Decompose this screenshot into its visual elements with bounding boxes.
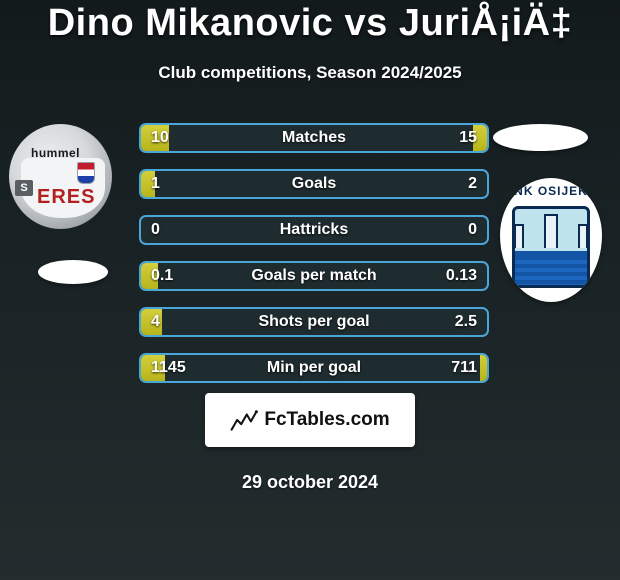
player-left-photo: hummel ERES S xyxy=(9,124,112,229)
stat-value-right: 0 xyxy=(468,217,477,243)
stat-label: Min per goal xyxy=(141,355,487,381)
stat-label: Goals per match xyxy=(141,263,487,289)
shirt-brand-label: hummel xyxy=(31,146,80,160)
stat-value-right: 2 xyxy=(468,171,477,197)
badge-water-icon xyxy=(515,256,587,285)
stat-value-right: 2.5 xyxy=(455,309,477,335)
date-label: 29 october 2024 xyxy=(0,472,620,493)
stat-label: Shots per goal xyxy=(141,309,487,335)
comparison-card: Dino Mikanovic vs JuriÅ¡iÄ‡ Club competi… xyxy=(0,0,620,580)
stat-row: 1Goals2 xyxy=(139,169,489,199)
badge-shield: NK OSIJEK xyxy=(500,178,602,302)
stat-value-right: 15 xyxy=(459,125,477,151)
stat-row: 10Matches15 xyxy=(139,123,489,153)
subtitle: Club competitions, Season 2024/2025 xyxy=(0,63,620,83)
brand-text: FcTables.com xyxy=(264,409,389,431)
brand-box: FcTables.com xyxy=(205,393,415,447)
stat-label: Matches xyxy=(141,125,487,151)
badge-text: NK OSIJEK xyxy=(500,184,602,198)
stat-value-right: 711 xyxy=(451,355,477,381)
shirt-crest-icon xyxy=(77,162,95,184)
player-right-flag-icon xyxy=(493,124,588,151)
photo-tag: S xyxy=(15,180,33,196)
stat-label: Goals xyxy=(141,171,487,197)
stat-label: Hattricks xyxy=(141,217,487,243)
stat-row: 4Shots per goal2.5 xyxy=(139,307,489,337)
stats-list: 10Matches15 1Goals2 0Hattricks0 0.1Goals pe… xyxy=(139,123,489,399)
page-title: Dino Mikanovic vs JuriÅ¡iÄ‡ xyxy=(0,2,620,45)
stat-row: 0Hattricks0 xyxy=(139,215,489,245)
brand-logo-icon xyxy=(230,409,258,431)
stat-row: 0.1Goals per match0.13 xyxy=(139,261,489,291)
player-right-club-badge: NK OSIJEK xyxy=(500,178,602,302)
stat-row: 1145Min per goal711 xyxy=(139,353,489,383)
shirt-text: ERES xyxy=(37,186,95,209)
player-left-flag-icon xyxy=(38,260,108,284)
stat-value-right: 0.13 xyxy=(446,263,477,289)
badge-bridge-icon xyxy=(514,218,588,248)
